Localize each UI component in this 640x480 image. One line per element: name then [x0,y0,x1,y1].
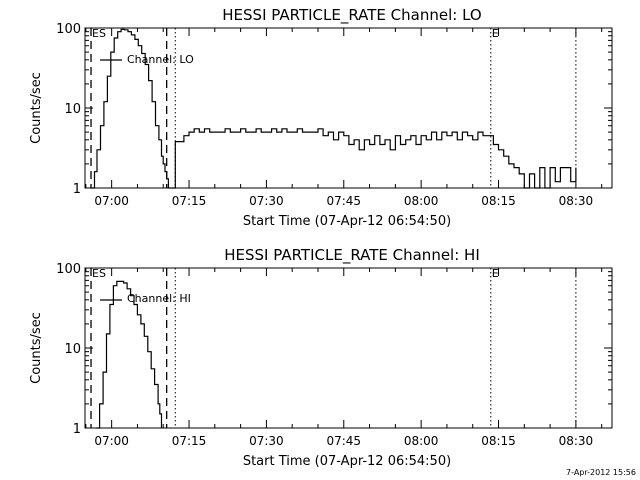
hi-chart-title: HESSI PARTICLE_RATE Channel: HI [224,246,480,265]
lo-x-tick-label: 07:15 [172,194,207,208]
lo-series-line-0 [90,28,577,189]
hi-y-axis-label: Counts/sec [29,312,44,384]
lo-x-tick-label: 07:45 [326,194,361,208]
lo-y-axis-label: Counts/sec [29,72,44,144]
lo-y-tick-label: 100 [56,22,81,37]
hi-x-tick-label: 08:00 [404,434,439,448]
lo-legend-label: Channel: LO [127,53,194,66]
hi-x-tick-label: 08:15 [481,434,516,448]
hi-x-tick-label: 07:45 [326,434,361,448]
lo-x-tick-label: 08:15 [481,194,516,208]
lo-x-tick-label: 08:00 [404,194,439,208]
hi-marker-label-e: E [492,267,499,280]
hi-channel-panel: HESSI PARTICLE_RATE Channel: HI Counts/s… [29,246,613,469]
lo-x-tick-label: 08:30 [559,194,594,208]
lo-x-axis-label: Start Time (07-Apr-12 06:54:50) [243,214,451,229]
hi-series-line-0 [96,280,163,429]
lo-x-tick-label: 07:30 [249,194,284,208]
hi-x-tick-label: 07:15 [172,434,207,448]
hi-x-tick-label: 07:00 [94,434,129,448]
hi-x-tick-label: 08:30 [559,434,594,448]
lo-x-tick-label: 07:00 [94,194,129,208]
hi-marker-label-es: ES [92,267,106,280]
hi-x-axis-label: Start Time (07-Apr-12 06:54:50) [243,454,451,469]
lo-marker-label-es: ES [92,27,106,40]
hi-x-tick-label: 07:30 [249,434,284,448]
lo-marker-label-e: E [492,27,499,40]
hi-legend-label: Channel: HI [127,292,191,305]
lo-y-tick-label: 1 [73,182,81,197]
hi-y-tick-label: 1 [73,422,81,437]
hi-y-tick-label: 10 [64,342,81,357]
lo-channel-panel: HESSI PARTICLE_RATE Channel: LO Counts/s… [29,6,613,229]
generation-timestamp: 7-Apr-2012 15:56 [566,468,636,477]
lo-chart-title: HESSI PARTICLE_RATE Channel: LO [222,6,481,25]
hi-y-tick-label: 100 [56,262,81,277]
lo-y-tick-label: 10 [64,102,81,117]
